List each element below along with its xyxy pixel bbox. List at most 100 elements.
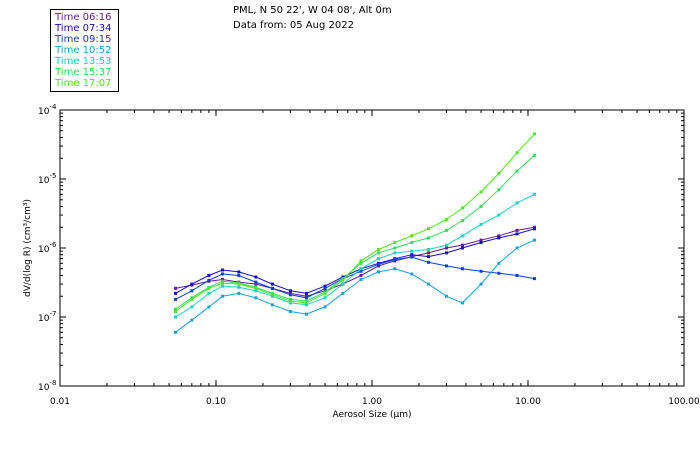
- data-point: [444, 228, 448, 232]
- x-tick-label: 10.00: [515, 397, 541, 407]
- data-point: [460, 206, 464, 210]
- data-point: [426, 260, 430, 264]
- data-point: [341, 275, 345, 279]
- data-point: [479, 204, 483, 208]
- data-point: [237, 282, 241, 286]
- legend-entry: Time 15:37: [55, 67, 112, 78]
- data-point: [207, 291, 211, 295]
- x-tick-label: 0.01: [50, 397, 70, 407]
- data-point: [497, 236, 501, 240]
- data-point: [393, 251, 397, 255]
- data-point: [359, 277, 363, 281]
- data-point: [479, 241, 483, 245]
- data-point: [479, 238, 483, 242]
- chart-series: [173, 132, 536, 334]
- header-location: PML, N 50 22', W 04 08', Alt 0m: [233, 5, 392, 16]
- data-point: [270, 286, 274, 290]
- series-line: [175, 133, 535, 312]
- data-point: [254, 282, 258, 286]
- data-point: [376, 251, 380, 255]
- chart-ticks: 0.01 0.10 1.00 10.00 100.00 10-8 10-7 10-6 10-5 1…: [38, 103, 700, 407]
- data-point: [220, 277, 224, 281]
- data-point: [254, 289, 258, 293]
- data-point: [410, 255, 414, 259]
- legend-entry: Time 06:16: [55, 12, 112, 23]
- data-point: [220, 268, 224, 272]
- x-tick-label: 0.10: [206, 397, 226, 407]
- data-point: [220, 294, 224, 298]
- x-tick-label: 100.00: [668, 397, 700, 407]
- data-point: [207, 286, 211, 290]
- data-point: [376, 257, 380, 261]
- y-tick-label: 10-5: [38, 172, 56, 186]
- data-point: [173, 315, 177, 319]
- data-point: [323, 305, 327, 309]
- data-point: [304, 294, 308, 298]
- data-point: [532, 225, 536, 229]
- data-point: [515, 228, 519, 232]
- series-line: [175, 228, 535, 294]
- data-point: [444, 251, 448, 255]
- data-point: [515, 169, 519, 173]
- data-point: [497, 213, 501, 217]
- plot-frame: [59, 109, 685, 387]
- series-line: [175, 239, 535, 333]
- data-point: [190, 305, 194, 309]
- data-point: [410, 272, 414, 276]
- series-line: [175, 256, 535, 300]
- data-point: [237, 285, 241, 289]
- data-point: [304, 291, 308, 295]
- data-point: [173, 307, 177, 311]
- data-point: [359, 261, 363, 265]
- data-point: [288, 297, 292, 301]
- y-axis-label: dV/d(log R) (cm³/cm³): [23, 199, 33, 297]
- data-point: [460, 301, 464, 305]
- legend-entry: Time 13:53: [55, 56, 112, 67]
- data-point: [173, 286, 177, 290]
- series-line: [175, 226, 535, 297]
- data-point: [460, 267, 464, 271]
- data-point: [237, 273, 241, 277]
- data-point: [341, 282, 345, 286]
- data-point: [323, 286, 327, 290]
- data-point: [359, 269, 363, 273]
- data-point: [220, 284, 224, 288]
- data-point: [359, 259, 363, 263]
- data-point: [288, 293, 292, 297]
- data-point: [426, 236, 430, 240]
- data-point: [341, 277, 345, 281]
- data-point: [304, 296, 308, 300]
- data-point: [460, 243, 464, 247]
- data-point: [341, 291, 345, 295]
- data-point: [426, 227, 430, 231]
- data-point: [207, 305, 211, 309]
- data-point: [323, 296, 327, 300]
- data-point: [426, 248, 430, 252]
- data-point: [207, 278, 211, 282]
- y-tick-label: 10-8: [38, 379, 56, 393]
- data-point: [270, 303, 274, 307]
- data-point: [376, 264, 380, 268]
- data-point: [190, 318, 194, 322]
- data-point: [444, 246, 448, 250]
- series-line: [175, 193, 535, 318]
- data-point: [393, 267, 397, 271]
- data-point: [479, 190, 483, 194]
- data-point: [515, 151, 519, 155]
- data-point: [207, 273, 211, 277]
- x-tick-label: 1.00: [362, 397, 382, 407]
- data-point: [497, 271, 501, 275]
- legend-entry: Time 09:15: [55, 34, 112, 45]
- data-point: [220, 279, 224, 283]
- data-point: [515, 246, 519, 250]
- data-point: [515, 201, 519, 205]
- legend-entry: Time 07:34: [55, 23, 112, 34]
- data-point: [444, 217, 448, 221]
- data-point: [359, 273, 363, 277]
- data-point: [515, 232, 519, 236]
- data-point: [376, 248, 380, 252]
- data-point: [270, 282, 274, 286]
- data-point: [341, 278, 345, 282]
- data-point: [532, 277, 536, 281]
- data-point: [323, 291, 327, 295]
